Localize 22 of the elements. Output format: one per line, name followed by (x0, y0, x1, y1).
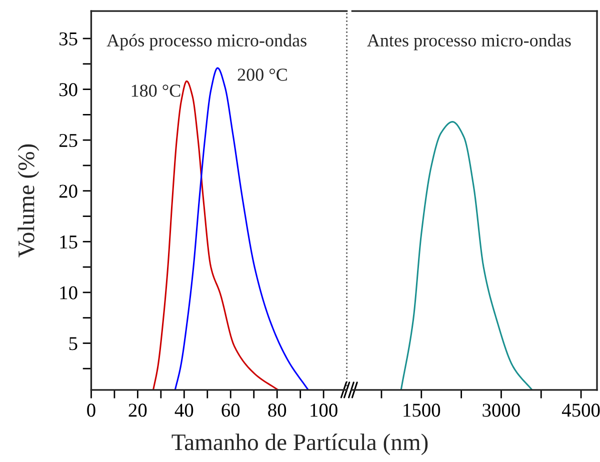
x-tick-label: 80 (268, 404, 286, 417)
x-tick-label: 1500 (404, 404, 440, 417)
x-tick-label: 0 (87, 404, 96, 417)
y-tick-label: 20 (59, 184, 78, 198)
x-tick-label: 20 (128, 404, 147, 417)
series-label: 200 °C (238, 68, 287, 81)
y-axis-title: Volume (%) (18, 144, 40, 258)
annotation: Após processo micro-ondas (106, 34, 306, 50)
y-tick-label: 35 (59, 32, 78, 46)
annotation: Antes processo micro-ondas (367, 34, 571, 50)
x-tick-label: 4500 (562, 404, 600, 417)
x-tick-label: 3000 (482, 404, 520, 417)
series-label: 180 °C (132, 84, 180, 97)
x-tick-label: 40 (174, 404, 194, 417)
x-axis-title: Tamanho de Partícula (nm) (172, 434, 428, 456)
y-tick-label: 10 (60, 286, 78, 300)
y-tick-label: 15 (60, 236, 78, 249)
y-tick-label: 25 (59, 134, 78, 148)
x-tick-label: 100 (310, 404, 338, 417)
y-tick-label: 30 (59, 83, 78, 96)
y-tick-label: 5 (69, 337, 78, 350)
x-tick-label: 60 (222, 404, 240, 417)
